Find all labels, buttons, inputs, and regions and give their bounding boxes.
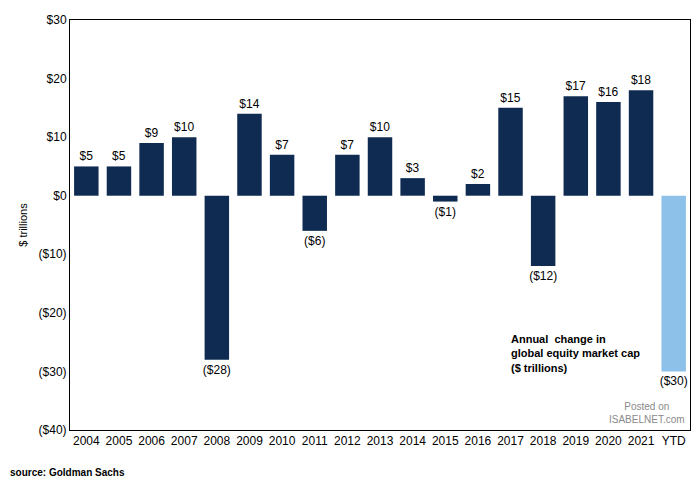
svg-text:2017: 2017 — [497, 434, 524, 448]
svg-text:2008: 2008 — [203, 434, 230, 448]
svg-text:source: Goldman Sachs: source: Goldman Sachs — [10, 467, 125, 478]
svg-text:$17: $17 — [566, 79, 586, 93]
svg-text:$14: $14 — [239, 97, 259, 111]
svg-text:($20): ($20) — [39, 306, 67, 320]
svg-text:$0: $0 — [53, 189, 67, 203]
svg-text:2021: 2021 — [628, 434, 655, 448]
svg-text:($6): ($6) — [304, 234, 325, 248]
svg-text:2007: 2007 — [171, 434, 198, 448]
svg-text:($1): ($1) — [435, 205, 456, 219]
svg-text:$9: $9 — [145, 126, 159, 140]
svg-text:2006: 2006 — [138, 434, 165, 448]
svg-text:$10: $10 — [174, 120, 194, 134]
svg-text:($28): ($28) — [203, 363, 231, 377]
svg-text:$7: $7 — [341, 138, 355, 152]
svg-text:2016: 2016 — [465, 434, 492, 448]
svg-text:$3: $3 — [406, 161, 420, 175]
svg-text:$20: $20 — [47, 72, 67, 86]
svg-text:$5: $5 — [112, 149, 126, 163]
svg-text:2012: 2012 — [334, 434, 361, 448]
svg-text:($30): ($30) — [660, 374, 688, 388]
svg-text:2018: 2018 — [530, 434, 557, 448]
svg-text:YTD: YTD — [662, 434, 686, 448]
svg-text:Annual change inglobal equity: Annual change inglobal equity market cap… — [511, 333, 640, 374]
svg-text:2015: 2015 — [432, 434, 459, 448]
svg-text:$18: $18 — [631, 73, 651, 87]
svg-text:$16: $16 — [598, 85, 618, 99]
svg-text:$15: $15 — [500, 91, 520, 105]
svg-text:$30: $30 — [47, 13, 67, 27]
svg-text:$5: $5 — [79, 149, 93, 163]
svg-text:$10: $10 — [47, 130, 67, 144]
svg-text:2011: 2011 — [302, 434, 328, 448]
svg-text:$ trillions: $ trillions — [17, 203, 29, 247]
svg-text:($12): ($12) — [529, 269, 557, 283]
svg-text:2020: 2020 — [595, 434, 622, 448]
svg-text:2014: 2014 — [399, 434, 426, 448]
svg-text:Posted onISABELNET.com: Posted onISABELNET.com — [609, 401, 685, 425]
svg-text:$7: $7 — [275, 138, 289, 152]
svg-text:($10): ($10) — [39, 247, 67, 261]
svg-text:($30): ($30) — [39, 365, 67, 379]
svg-text:2009: 2009 — [236, 434, 263, 448]
svg-text:$2: $2 — [471, 167, 485, 181]
svg-text:($40): ($40) — [39, 423, 67, 437]
svg-text:2013: 2013 — [367, 434, 394, 448]
svg-text:2004: 2004 — [73, 434, 100, 448]
svg-text:$10: $10 — [370, 120, 390, 134]
svg-text:2019: 2019 — [562, 434, 589, 448]
svg-text:2005: 2005 — [106, 434, 133, 448]
svg-text:2010: 2010 — [269, 434, 296, 448]
